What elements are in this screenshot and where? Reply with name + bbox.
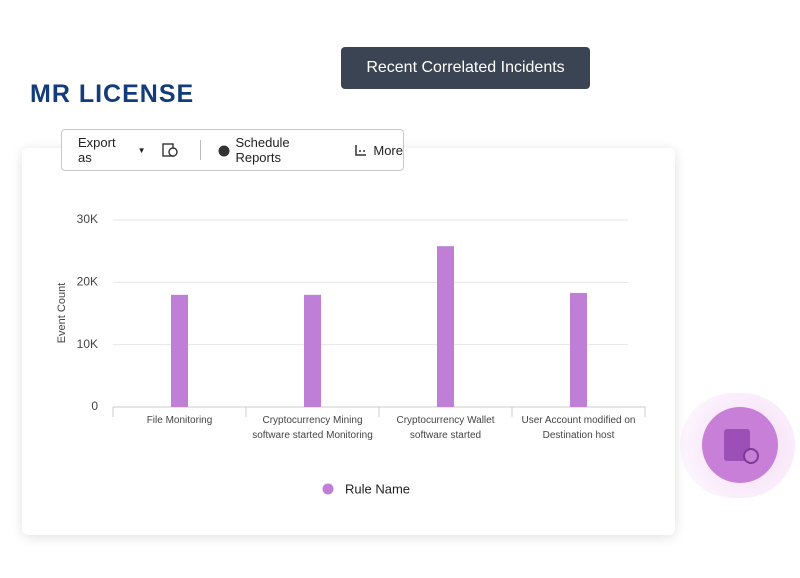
report-icon xyxy=(724,429,750,461)
schedule-label: Schedule Reports xyxy=(235,135,290,165)
y-axis-label: Event Count xyxy=(56,283,68,344)
logo: MR LICENSE xyxy=(30,80,195,108)
legend-label: Rule Name xyxy=(345,481,410,496)
x-tick-label: User Account modified on Destination hos… xyxy=(521,415,636,441)
dropdown-caret: ▼ xyxy=(137,145,146,155)
y-tick-label: 0 xyxy=(91,399,98,413)
x-tick-label: Cryptocurrency Wallet software started xyxy=(396,415,495,441)
bar xyxy=(570,292,587,407)
x-tick-label: Cryptocurrency Mining software started M… xyxy=(252,415,373,441)
more-button[interactable]: More xyxy=(354,143,403,158)
y-tick-label: 30K xyxy=(77,212,98,226)
y-tick-label: 20K xyxy=(77,275,98,289)
badge: Recent Correlated Incidents xyxy=(341,47,590,89)
y-tick-label: 10K xyxy=(77,337,98,351)
legend-swatch xyxy=(322,483,334,495)
export-icon[interactable] xyxy=(161,142,178,158)
chart-card xyxy=(22,148,675,535)
bar xyxy=(437,246,454,407)
bar xyxy=(304,294,321,407)
more-label: More xyxy=(373,142,403,158)
more-icon xyxy=(355,145,367,156)
schedule-button[interactable]: Schedule Reports xyxy=(217,135,339,165)
export-button[interactable]: Export as ▼ xyxy=(78,135,146,165)
bar xyxy=(171,294,188,407)
toolbar: Export as ▼ Schedule Reports More xyxy=(61,129,404,171)
x-tick-label: File Monitoring xyxy=(146,415,213,426)
report-icon-lens xyxy=(743,448,759,464)
export-label: Export as xyxy=(78,135,116,165)
divider xyxy=(199,140,201,160)
alarm-icon xyxy=(218,145,230,157)
